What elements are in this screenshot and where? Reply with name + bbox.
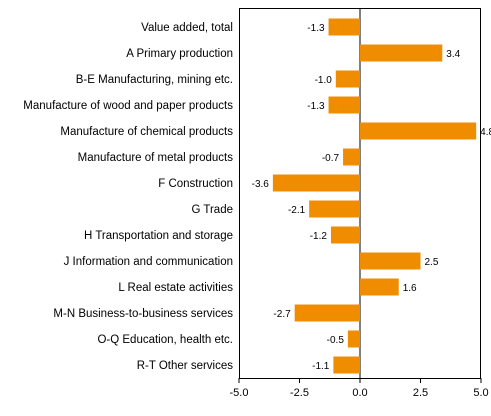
value-label: -2.1: [288, 205, 306, 216]
category-label: Value added, total: [141, 22, 233, 34]
bar: [343, 148, 360, 166]
category-label: Manufacture of wood and paper products: [23, 100, 233, 112]
category-label: H Transportation and storage: [84, 230, 233, 242]
x-axis: -5.0 -2.5 0.0 2.5 5.0: [230, 378, 489, 399]
x-tick-label: 0.0: [352, 387, 367, 399]
value-label: 2.5: [425, 257, 439, 268]
value-label: -1.1: [312, 361, 330, 372]
value-label: -3.6: [252, 179, 270, 190]
value-label: -2.7: [273, 309, 291, 320]
category-label: O-Q Education, health etc.: [97, 334, 233, 346]
plot-area: [239, 8, 481, 379]
bar: [328, 96, 360, 114]
bar: [360, 278, 399, 296]
x-tick-label: -2.5: [290, 387, 309, 399]
value-label: -0.5: [327, 335, 345, 346]
x-tick-label: -5.0: [230, 387, 249, 399]
category-label: A Primary production: [126, 48, 233, 60]
value-label: 1.6: [403, 283, 417, 294]
category-label: J Information and communication: [64, 256, 233, 268]
bar: [294, 304, 360, 322]
value-label: 3.4: [446, 49, 460, 60]
value-label: -1.3: [307, 101, 325, 112]
value-label: 4.8: [480, 127, 491, 138]
category-label: Manufacture of metal products: [78, 152, 234, 164]
category-label: F Construction: [158, 178, 233, 190]
value-label: -1.0: [315, 75, 333, 86]
bar: [330, 226, 360, 244]
category-label: B-E Manufacturing, mining etc.: [76, 74, 233, 86]
bar: [333, 356, 360, 374]
bars-group: [272, 18, 477, 374]
bar: [360, 44, 443, 62]
bar: [360, 122, 477, 140]
category-label: L Real estate activities: [118, 282, 233, 294]
bar: [272, 174, 360, 192]
bar: [335, 70, 360, 88]
x-tick-label: 5.0: [473, 387, 488, 399]
bar: [309, 200, 360, 218]
value-label: -1.3: [307, 23, 325, 34]
bar: [347, 330, 360, 348]
value-label: -1.2: [310, 231, 328, 242]
x-tick-label: 2.5: [413, 387, 428, 399]
category-label: Manufacture of chemical products: [60, 126, 233, 138]
bar: [328, 18, 360, 36]
value-label: -0.7: [322, 153, 340, 164]
category-label: G Trade: [191, 204, 233, 216]
bar: [360, 252, 421, 270]
category-labels: Value added, total A Primary production B-…: [23, 22, 233, 372]
category-label: M-N Business-to-business services: [53, 308, 233, 320]
category-label: R-T Other services: [137, 360, 234, 372]
value-labels: -1.3 3.4 -1.0 -1.3 4.8 -0.7 -3.6 -2.1 -1.2 2.5 1.6…: [252, 23, 491, 372]
